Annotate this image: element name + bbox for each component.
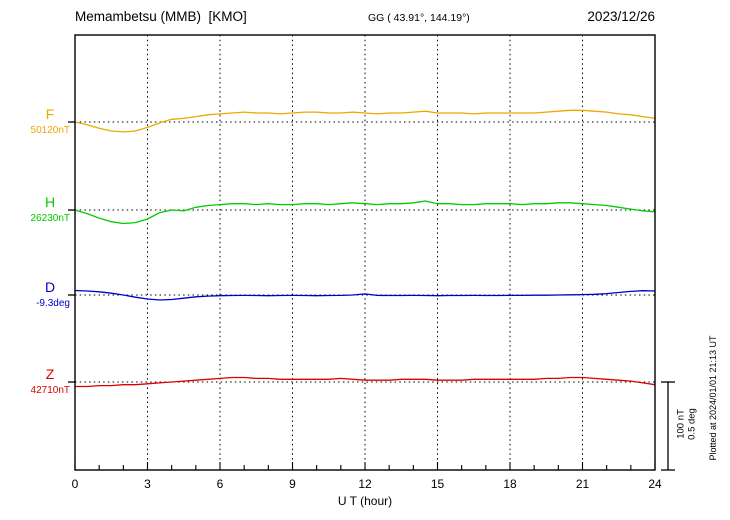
x-tick-label: 24 [648,477,662,491]
trace-D [74,289,656,301]
trace-H [74,200,656,225]
x-tick-label: 18 [503,477,517,491]
trace-F [74,109,656,133]
series-basevalue-Z: 42710nT [30,385,70,396]
observation-date: 2023/12/26 [587,9,655,24]
x-tick-label: 0 [71,477,79,491]
x-tick-label: 6 [216,477,224,491]
x-tick-label: 12 [358,477,372,491]
x-tick-label: 3 [144,477,151,491]
plot-frame [74,34,656,471]
scalebar-nt-label: 100 nT [675,409,687,439]
series-label-D: D [44,279,56,295]
series-basevalue-D: -9.3deg [36,298,70,309]
trace-Z [74,376,656,388]
scalebar-deg-label: 0.5 deg [686,408,698,440]
x-axis-label: U T (hour) [337,494,393,508]
geographic-coordinates: GG ( 43.91°, 144.19°) [368,12,470,24]
station-title: Memambetsu (MMB) [KMO] [75,9,247,24]
series-label-Z: Z [45,366,55,382]
plotted-timestamp-note: Plotted at 2024/01/01 21:13 UT [708,335,718,461]
x-tick-label: 15 [430,477,445,491]
series-basevalue-F: 50120nT [30,125,70,136]
x-tick-label: 21 [575,477,590,491]
series-label-H: H [44,194,56,210]
x-tick-label: 9 [289,477,296,491]
series-basevalue-H: 26230nT [30,213,70,224]
series-label-F: F [45,106,55,122]
